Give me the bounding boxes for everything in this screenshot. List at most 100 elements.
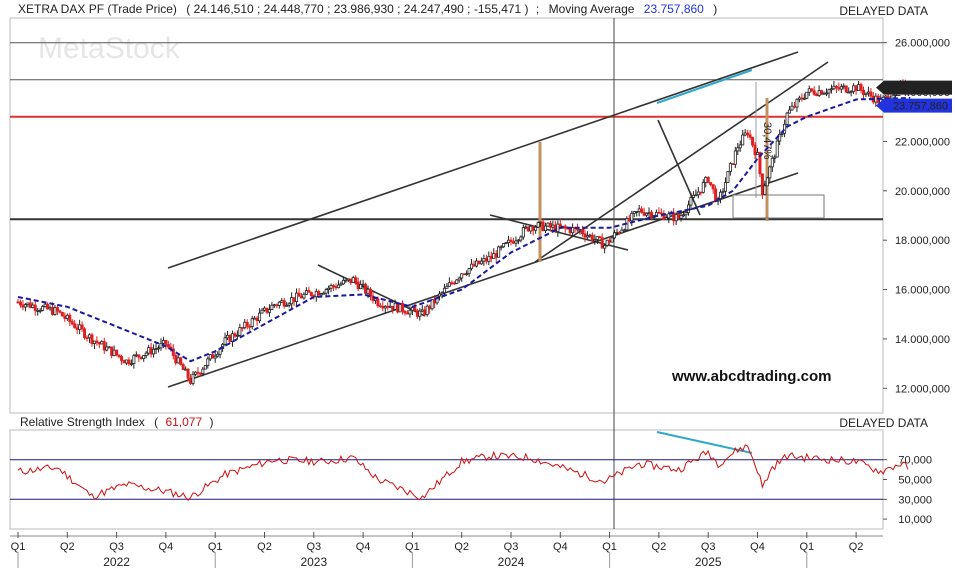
quarter-label: Q1 (602, 541, 617, 553)
candle-body (371, 295, 375, 301)
candle-body (322, 292, 326, 295)
candle-body (741, 134, 745, 146)
candle-body (723, 182, 727, 192)
candle-body (864, 92, 868, 95)
candle-body (827, 89, 831, 94)
candle-body (590, 234, 594, 242)
rsi-line (17, 444, 909, 501)
candle-body (711, 184, 715, 190)
candle-body (696, 191, 700, 196)
candle-body (139, 356, 143, 359)
price-tick-label: 16.000,000 (895, 285, 950, 297)
candle-body (650, 211, 654, 218)
candle-body (852, 85, 856, 92)
price-tick-label: 26.000,000 (895, 38, 950, 50)
candle-body (154, 348, 158, 350)
candle-body (408, 309, 412, 315)
candle-body (474, 260, 478, 267)
candle-body (674, 214, 678, 222)
candle-body (738, 144, 742, 149)
candle-body (378, 305, 382, 308)
candle-body (635, 210, 639, 213)
candle-body (152, 348, 156, 355)
candle-body (287, 303, 291, 306)
quarter-label: Q2 (257, 541, 272, 553)
candle-body (171, 348, 175, 356)
candle-body (262, 307, 266, 311)
candle-body (282, 300, 286, 307)
price-panel-frame (9, 17, 884, 414)
candle-body (455, 279, 459, 284)
candle-body (689, 197, 693, 206)
candle-body (248, 325, 252, 328)
candle-body (253, 317, 257, 320)
spike-line (657, 119, 701, 216)
candle-body (157, 347, 161, 350)
candle-body (659, 212, 663, 215)
candle-body (28, 302, 32, 308)
candle-body (694, 194, 698, 197)
candle-body (70, 321, 74, 325)
candle-body (122, 360, 126, 364)
candle-body (181, 364, 185, 370)
candle-body (539, 221, 543, 224)
candle-body (78, 324, 82, 330)
candle-body (640, 208, 644, 213)
candle-body (87, 334, 91, 339)
candle-body (664, 217, 668, 221)
price-tick-label: 12.000,000 (895, 383, 950, 395)
candle-body (341, 279, 345, 285)
candle-body (299, 295, 303, 299)
candle-body (415, 310, 419, 317)
candle-body (438, 293, 442, 297)
candle-body (825, 92, 829, 95)
quarter-label: Q2 (454, 541, 469, 553)
candle-body (563, 225, 567, 229)
candle-body (127, 359, 131, 365)
candle-body (211, 354, 215, 359)
moving-average-line (17, 97, 911, 363)
candle-body (420, 309, 424, 312)
candle-body (260, 309, 264, 314)
candle-body (349, 278, 353, 283)
candle-body (748, 134, 752, 138)
candle-body (36, 310, 40, 312)
candle-body (403, 310, 407, 314)
rsi-panel-frame (9, 429, 884, 530)
candle-body (149, 347, 153, 355)
quarter-label: Q3 (504, 541, 519, 553)
candle-body (102, 341, 106, 351)
candle-body (788, 109, 792, 114)
candle-body (617, 231, 621, 234)
candle-body (55, 307, 59, 312)
candle-body (482, 258, 486, 262)
candle-body (484, 258, 488, 262)
candle-body (546, 222, 550, 227)
candle-body (223, 337, 227, 345)
candle-body (541, 221, 545, 232)
candle-body (258, 312, 262, 322)
price-tick-label: 22.000,000 (895, 136, 950, 148)
candle-body (329, 285, 333, 289)
candle-body (450, 282, 454, 285)
candle-body (38, 309, 42, 312)
candle-body (336, 284, 340, 289)
price-tick-label: 18.000,000 (895, 235, 950, 247)
candle-body (280, 300, 284, 303)
candle-body (682, 214, 686, 217)
candle-body (874, 95, 878, 103)
candle-body (810, 88, 814, 92)
candle-body (812, 90, 816, 95)
candle-body (548, 222, 552, 228)
candle-body (499, 246, 503, 249)
candle-body (368, 288, 372, 297)
candle-body (728, 163, 732, 172)
candle-body (184, 368, 188, 371)
candle-body (297, 292, 301, 297)
candle-body (351, 277, 355, 283)
candle-body (822, 92, 826, 95)
candle-body (198, 372, 202, 375)
candle-body (457, 277, 461, 281)
candle-body (270, 304, 274, 310)
